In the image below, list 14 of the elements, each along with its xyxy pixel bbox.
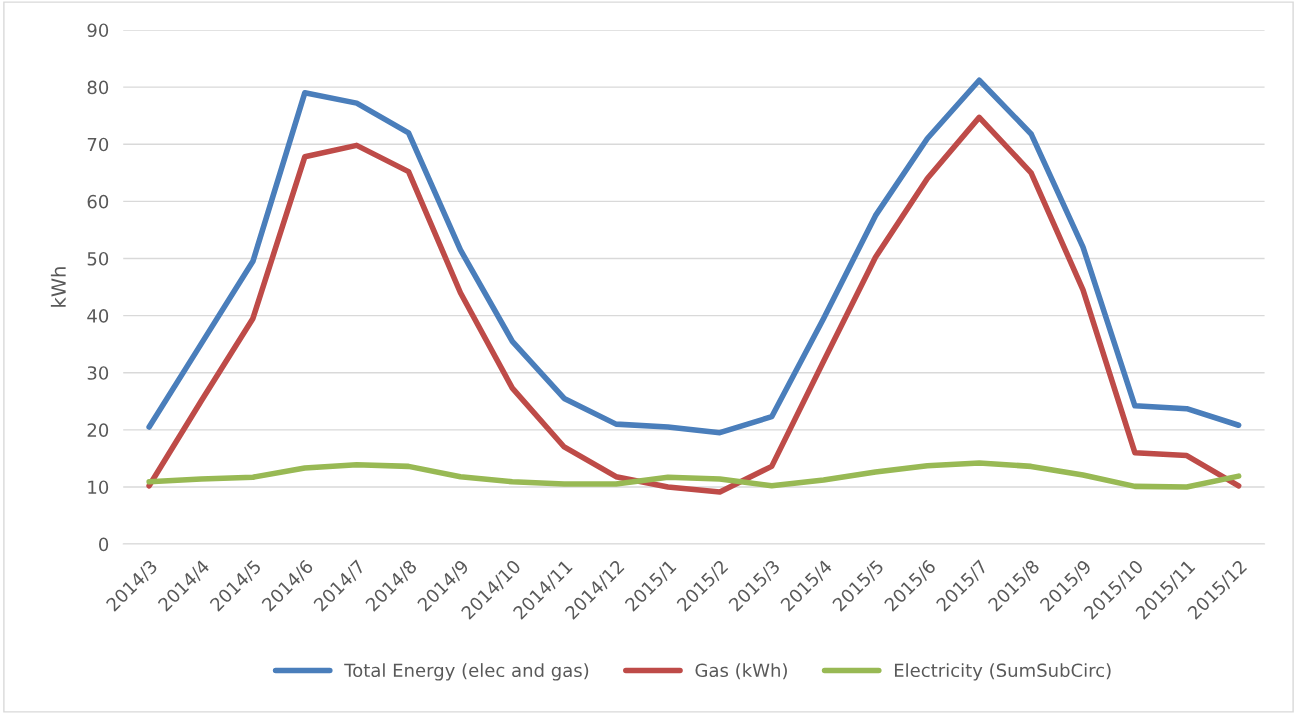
y-tick-label: 40: [87, 309, 109, 323]
legend-label: Electricity (SumSubCirc): [894, 663, 1111, 681]
y-tick-label: 80: [87, 80, 109, 95]
y-tick-label: 30: [87, 366, 109, 380]
legend-label: Gas (kWh): [695, 663, 787, 680]
y-tick-label: 0: [99, 537, 109, 552]
legend-label: Total Energy (elec and gas): [344, 663, 589, 681]
y-tick-label: 60: [87, 194, 109, 209]
y-tick-label: 90: [87, 23, 109, 38]
y-tick-label: 50: [87, 251, 109, 266]
y-tick-label: 10: [88, 480, 109, 495]
y-axis-title: kWh: [50, 267, 66, 307]
y-tick-label: 70: [87, 137, 109, 152]
y-tick-label: 20: [87, 423, 109, 437]
